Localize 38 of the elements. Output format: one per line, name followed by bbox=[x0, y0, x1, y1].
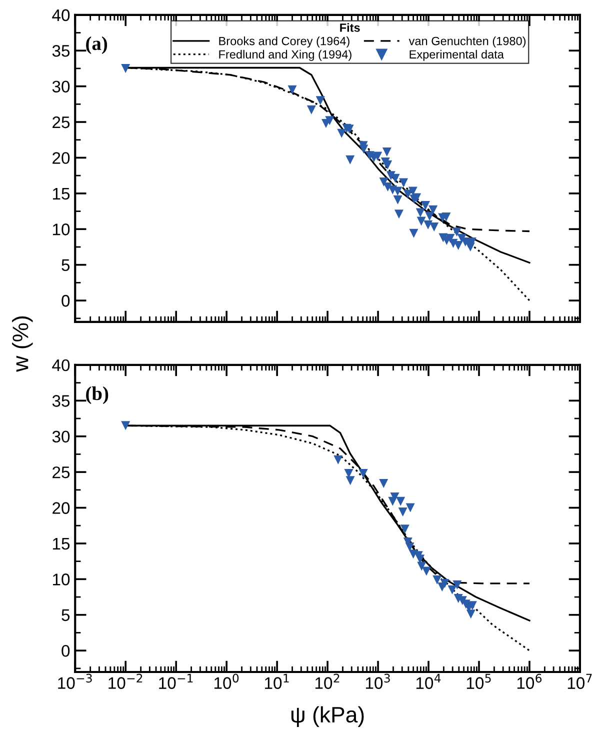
y-axis-title: w (%) bbox=[12, 316, 33, 372]
y-tick-label: 35 bbox=[52, 395, 70, 407]
y-tick-label: 10 bbox=[53, 224, 70, 236]
y-tick-label: 20 bbox=[52, 152, 70, 164]
x-tick-label: 10$^{1}$ bbox=[265, 674, 289, 689]
y-tick-label: 40 bbox=[52, 359, 70, 372]
annotation: (a) bbox=[86, 36, 108, 54]
y-tick-label: 5 bbox=[62, 609, 70, 622]
y-tick-label: 15 bbox=[53, 188, 70, 200]
x-tick-label: 10$^{5}$ bbox=[466, 674, 491, 689]
x-tick-label: 10$^{−2}$ bbox=[108, 674, 142, 689]
legend-label: Brooks and Corey (1964) bbox=[219, 36, 350, 48]
x-tick-label: 10$^{6}$ bbox=[517, 674, 542, 689]
legend-label: Experimental data bbox=[410, 50, 504, 61]
x-axis-title: ψ (kPa) bbox=[291, 706, 364, 727]
y-tick-label: 40 bbox=[52, 9, 70, 22]
x-tick-label: 10$^{3}$ bbox=[366, 674, 390, 689]
y-tick-label: 30 bbox=[52, 80, 70, 93]
y-tick-label: 25 bbox=[52, 116, 70, 128]
x-tick-label: 10$^{0}$ bbox=[214, 674, 239, 689]
y-tick-label: 0 bbox=[62, 294, 70, 307]
y-tick-label: 35 bbox=[52, 45, 70, 57]
x-tick-label: 10$^{7}$ bbox=[568, 674, 592, 689]
y-tick-label: 30 bbox=[52, 430, 70, 443]
legend-label: Fredlund and Xing (1994) bbox=[219, 50, 352, 61]
x-tick-label: 10$^{−3}$ bbox=[58, 674, 92, 689]
y-tick-label: 15 bbox=[53, 538, 70, 550]
y-tick-label: 5 bbox=[62, 259, 70, 272]
y-tick-label: 20 bbox=[52, 502, 70, 514]
legend-label: van Genuchten (1980) bbox=[408, 36, 526, 48]
y-tick-label: 25 bbox=[52, 466, 70, 478]
x-tick-label: 10$^{2}$ bbox=[315, 674, 340, 689]
x-tick-label: 10$^{−1}$ bbox=[159, 674, 193, 689]
y-tick-label: 0 bbox=[62, 644, 70, 657]
x-tick-label: 10$^{4}$ bbox=[416, 674, 441, 689]
legend-title: Fits bbox=[340, 23, 360, 32]
y-tick-label: 10 bbox=[53, 574, 70, 586]
annotation: (b) bbox=[86, 386, 108, 404]
